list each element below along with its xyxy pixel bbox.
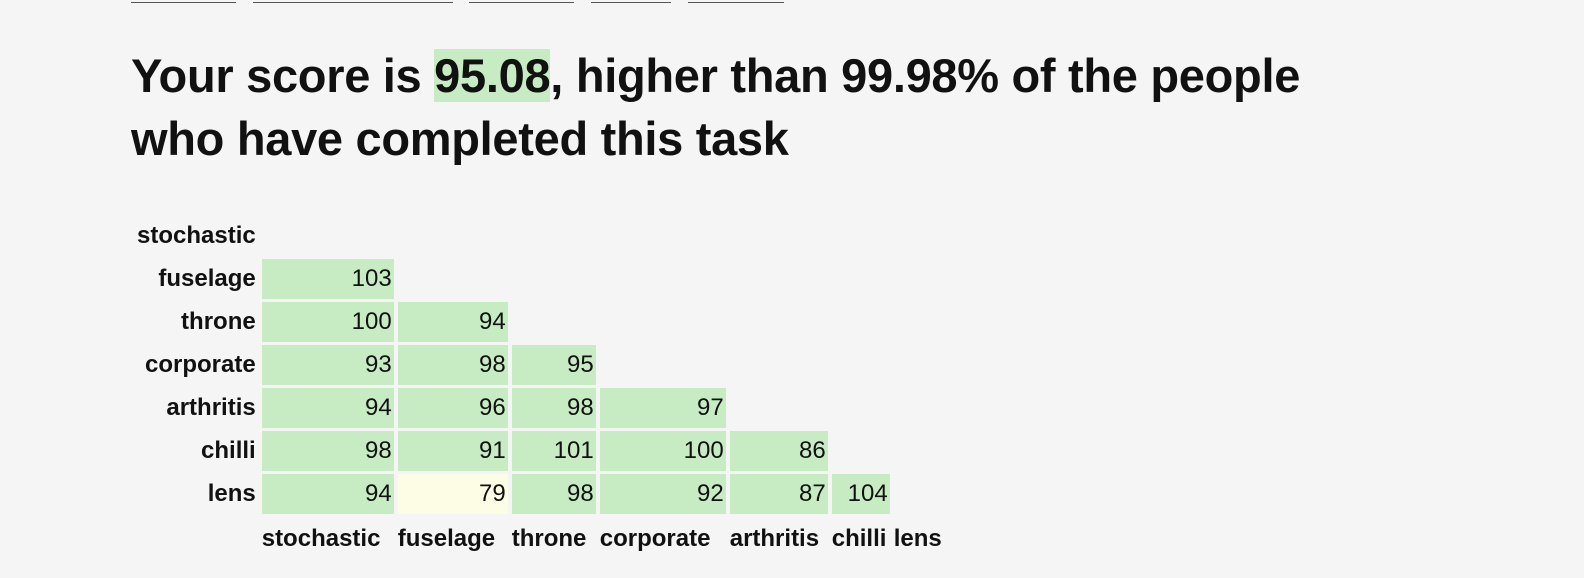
matrix-column-labels: stochastic fuselage throne corporate art…: [135, 517, 944, 561]
matrix-cell: 98: [397, 345, 508, 385]
column-label: throne: [511, 525, 587, 552]
nav-tab[interactable]: [469, 0, 574, 3]
matrix-cell: 96: [397, 388, 508, 428]
matrix-row: fuselage 103: [135, 259, 944, 299]
column-label: corporate: [599, 525, 711, 552]
column-label: arthritis: [729, 525, 820, 552]
matrix-cell: 86: [729, 431, 828, 471]
matrix-cell: 94: [261, 474, 394, 514]
headline-prefix: Your score is: [131, 49, 435, 102]
matrix-cell: 100: [261, 302, 394, 342]
matrix-row: arthritis 94 96 98 97: [135, 388, 944, 428]
matrix-cell: 94: [397, 302, 508, 342]
matrix-cell: 104: [831, 474, 890, 514]
column-label: stochastic: [261, 525, 381, 552]
matrix-cell: 87: [729, 474, 828, 514]
matrix-cell: 101: [511, 431, 596, 471]
row-label: chilli: [201, 437, 256, 464]
matrix-cell: 98: [511, 388, 596, 428]
row-label: lens: [207, 480, 256, 507]
row-label: arthritis: [166, 394, 256, 421]
score-headline: Your score is 95.08, higher than 99.98% …: [131, 44, 1391, 170]
matrix-cell-low: 79: [397, 474, 508, 514]
column-label: lens: [893, 525, 942, 552]
matrix-row: stochastic: [135, 216, 944, 256]
matrix-cell: 103: [261, 259, 394, 299]
headline-suffix: , higher than 99.98% of the people who h…: [131, 49, 1301, 165]
distance-matrix: stochastic fuselage 103 throne 100 94 co…: [131, 213, 948, 564]
matrix-cell: 97: [599, 388, 726, 428]
matrix-row: corporate 93 98 95: [135, 345, 944, 385]
matrix-cell: 98: [511, 474, 596, 514]
nav-tab[interactable]: [131, 0, 236, 3]
row-label: throne: [181, 308, 256, 335]
nav-tab[interactable]: [591, 0, 671, 3]
matrix-row: lens 94 79 98 92 87 104: [135, 474, 944, 514]
row-label: stochastic: [137, 222, 256, 249]
matrix-cell: 100: [599, 431, 726, 471]
matrix-cell: 95: [511, 345, 596, 385]
matrix-cell: 92: [599, 474, 726, 514]
row-label: corporate: [145, 351, 256, 378]
nav-tab[interactable]: [688, 0, 784, 3]
nav-tab[interactable]: [253, 0, 453, 3]
column-label: chilli: [831, 525, 887, 552]
score-value: 95.08: [434, 49, 551, 102]
column-label: fuselage: [397, 525, 496, 552]
matrix-cell: 98: [261, 431, 394, 471]
matrix-cell: 91: [397, 431, 508, 471]
matrix-cell: 94: [261, 388, 394, 428]
row-label: fuselage: [158, 265, 256, 292]
matrix-row: throne 100 94: [135, 302, 944, 342]
matrix-row: chilli 98 91 101 100 86: [135, 431, 944, 471]
matrix-cell: 93: [261, 345, 394, 385]
